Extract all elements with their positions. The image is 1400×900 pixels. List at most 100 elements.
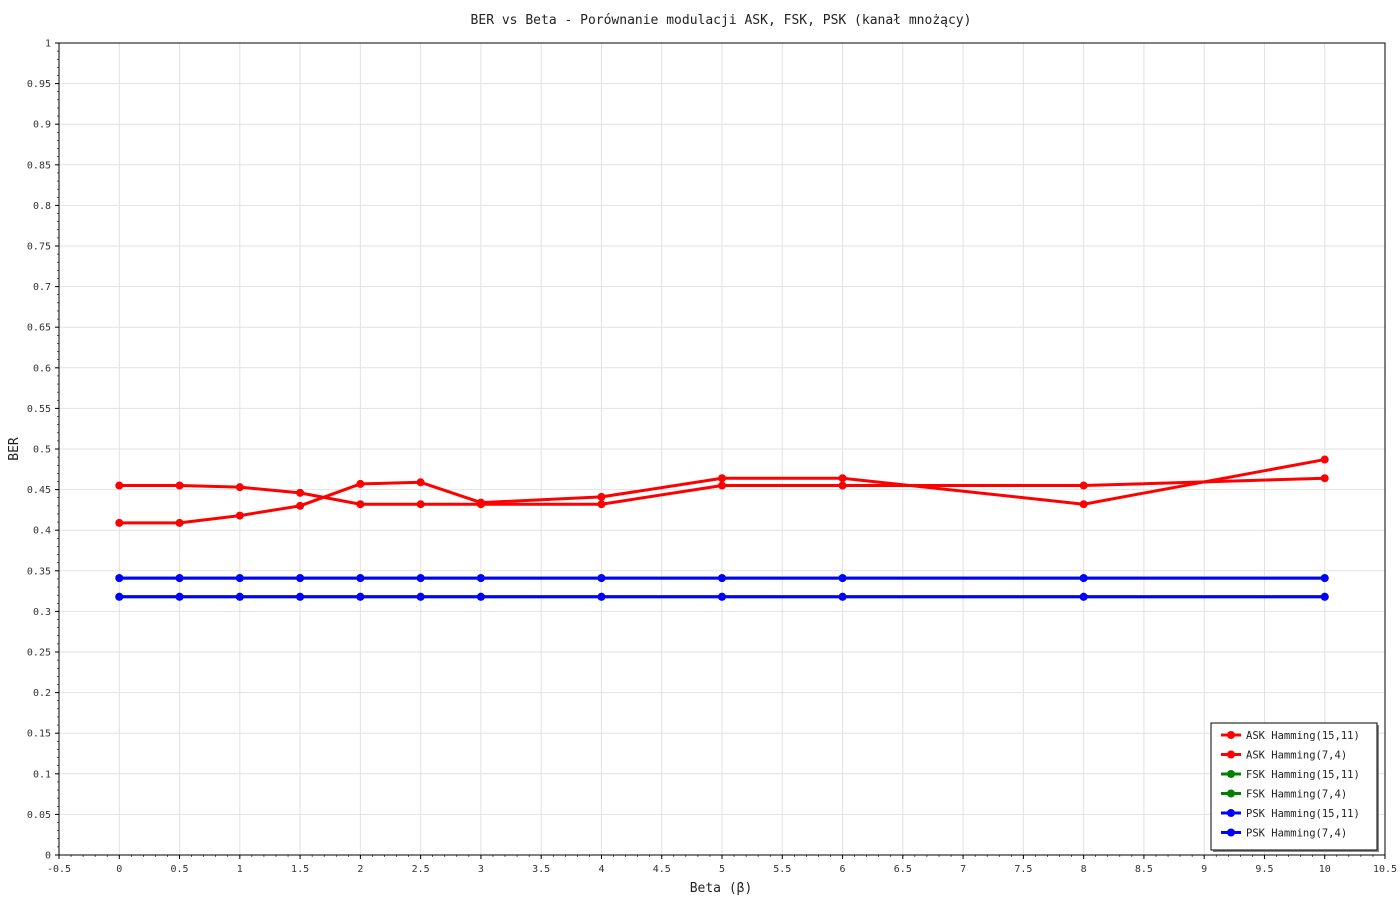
legend-swatch-marker (1227, 809, 1235, 817)
y-tick-label: 0.35 (27, 566, 51, 577)
data-point (838, 574, 847, 583)
data-point (1079, 592, 1088, 601)
x-tick-label: 0.5 (171, 864, 189, 875)
data-point (356, 574, 365, 583)
y-tick-label: 0.2 (33, 688, 51, 699)
data-point (597, 592, 606, 601)
data-point (1079, 481, 1088, 490)
data-point (115, 481, 124, 490)
x-tick-label: 1 (237, 864, 243, 875)
x-tick-label: 10.5 (1373, 864, 1397, 875)
data-point (718, 592, 726, 601)
data-point (235, 483, 244, 492)
y-tick-label: 0.65 (27, 323, 51, 334)
legend: ASK Hamming(15,11) ASK Hamming(7,4) FSK Ha… (1210, 722, 1379, 852)
legend-box (1210, 722, 1378, 851)
data-point (838, 592, 847, 601)
data-point (416, 592, 425, 601)
legend-label: ASK Hamming(7,4) (1246, 750, 1347, 762)
data-point (838, 474, 847, 483)
x-tick-label: 8 (1081, 864, 1087, 875)
data-point (1320, 474, 1329, 483)
x-tick-labels: -0.5 0 0.5 1 1.5 2 2.5 3 3.5 4 4.5 5 5.5 6 6.5 7 7.5 8 8.5… (47, 864, 1397, 875)
y-tick-label: 0.45 (27, 485, 51, 496)
y-tick-label: 0.25 (27, 648, 51, 659)
y-axis-title: BER (7, 437, 22, 461)
y-tick-label: 0 (45, 851, 51, 862)
x-tick-label: 0 (116, 864, 122, 875)
y-tick-label: 0.6 (33, 363, 51, 374)
y-tick-label: 0.7 (33, 282, 51, 293)
data-point (296, 488, 305, 497)
y-tick-label: 0.85 (27, 160, 51, 171)
y-tick-label: 0.05 (27, 810, 51, 821)
chart-title: BER vs Beta - Porównanie modulacji ASK, … (471, 13, 972, 28)
series-ask-hamming-7-4 (115, 474, 1329, 509)
data-point (175, 518, 184, 527)
data-point (476, 592, 485, 601)
x-tick-label: 3 (478, 864, 484, 875)
x-tick-label: 2 (357, 864, 363, 875)
data-point (718, 574, 726, 583)
legend-item: FSK Hamming(15,11) (1221, 769, 1360, 781)
y-tick-label: 0.95 (27, 79, 51, 90)
series-line (119, 476, 1325, 506)
data-point (356, 479, 365, 488)
y-tick-label: 0.3 (33, 607, 51, 618)
series-psk-hamming-15-11 (115, 574, 1329, 583)
x-axis-title: Beta (β) (690, 881, 753, 896)
x-tick-label: 4.5 (653, 864, 671, 875)
series-line (119, 458, 1326, 525)
legend-swatch-marker (1227, 750, 1235, 759)
legend-label: PSK Hamming(15,11) (1246, 808, 1360, 820)
legend-swatch-marker (1227, 770, 1235, 778)
data-point (235, 511, 244, 520)
y-tick-label: 0.9 (33, 120, 51, 131)
data-point (718, 481, 726, 490)
x-tick-label: 3.5 (532, 864, 550, 875)
x-tick-label: 5 (719, 864, 725, 875)
data-point (597, 574, 606, 583)
x-tick-label: 1.5 (291, 864, 309, 875)
x-tick-label: 6.5 (894, 864, 912, 875)
legend-swatch-marker (1227, 789, 1235, 798)
data-point (175, 481, 184, 490)
data-point (718, 474, 726, 483)
data-point (838, 481, 847, 490)
y-tick-label: 1 (45, 39, 51, 50)
y-tick-label: 0.55 (27, 404, 51, 415)
y-tick-label: 0.4 (33, 526, 51, 537)
data-point (416, 500, 425, 509)
legend-label: FSK Hamming(15,11) (1246, 769, 1360, 781)
data-point (115, 574, 124, 583)
series-lines (115, 455, 1329, 601)
y-tick-labels: 0 0.05 0.1 0.15 0.2 0.25 0.3 0.35 0.4 0.45 0.5 0.55… (27, 39, 51, 862)
data-point (296, 501, 305, 510)
data-point (476, 500, 485, 509)
x-tick-label: 8.5 (1135, 864, 1153, 875)
y-tick-label: 0.8 (33, 201, 51, 212)
data-point (1079, 574, 1088, 583)
legend-item: ASK Hamming(15,11) (1221, 730, 1360, 742)
data-point (235, 574, 244, 583)
legend-swatch-marker (1227, 731, 1235, 739)
data-point (175, 592, 184, 601)
x-tick-label: 6 (840, 864, 846, 875)
x-tick-label: 5.5 (773, 864, 791, 875)
data-point (115, 518, 124, 527)
data-point (175, 574, 184, 583)
data-point (416, 478, 425, 487)
data-point (597, 492, 606, 501)
y-tick-label: 0.1 (33, 769, 51, 780)
legend-item: PSK Hamming(15,11) (1221, 808, 1360, 820)
x-tick-label: 7 (960, 864, 966, 875)
legend-item: PSK Hamming(7,4) (1221, 828, 1347, 840)
y-tick-label: 0.5 (33, 445, 51, 456)
data-point (296, 592, 305, 601)
x-tick-label: 10 (1319, 864, 1331, 875)
data-point (1320, 455, 1329, 464)
plot-border (58, 42, 1386, 856)
grid-lines (58, 42, 1386, 856)
legend-swatch-marker (1227, 828, 1235, 837)
